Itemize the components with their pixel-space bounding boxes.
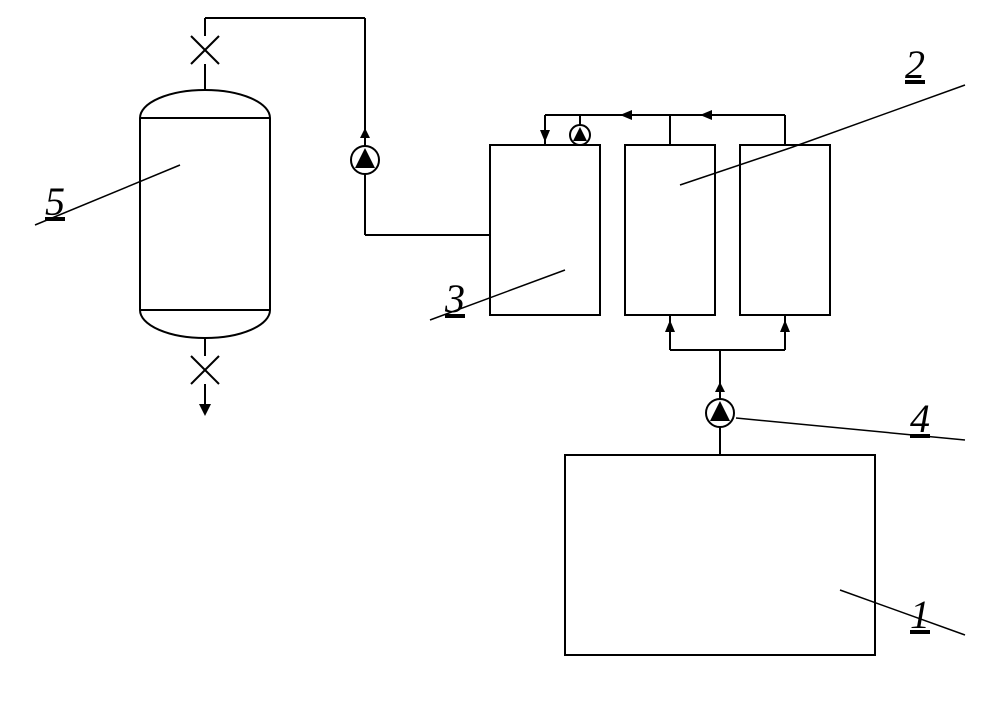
pump-3 [706,399,734,427]
tank-1 [565,455,875,655]
valve-bottom [191,356,219,384]
leader-4 [736,418,965,440]
arrow-icon [715,382,725,392]
arrow-icon [360,128,370,138]
arrow-icon [199,404,211,416]
leader-1 [840,590,965,635]
tank-2a [625,145,715,315]
vessel-5 [140,90,270,338]
label-5: 5 [45,179,65,224]
valve-top [191,36,219,64]
pump-2 [570,125,590,145]
label-2: 2 [905,42,925,87]
arrow-icon [780,320,790,332]
tank-3 [490,145,600,315]
arrow-icon [620,110,632,120]
arrow-icon [665,320,675,332]
label-3: 3 [444,276,465,321]
tank-2b [740,145,830,315]
arrow-icon [700,110,712,120]
arrow-icon [540,130,550,142]
leader-2 [680,85,965,185]
pump-1 [351,146,379,174]
label-1: 1 [910,592,930,637]
label-4: 4 [910,396,930,441]
